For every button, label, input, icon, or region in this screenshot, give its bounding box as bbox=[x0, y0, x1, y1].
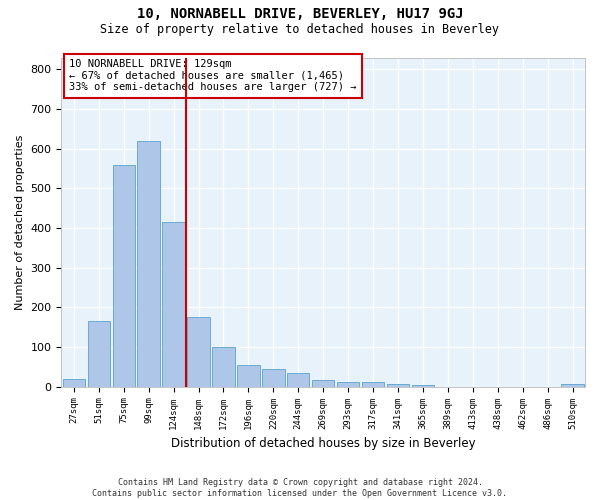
Bar bbox=[237, 365, 260, 386]
Bar bbox=[62, 379, 85, 386]
Bar bbox=[287, 373, 310, 386]
Bar bbox=[88, 322, 110, 386]
Bar bbox=[362, 382, 384, 386]
Bar bbox=[137, 141, 160, 386]
Bar bbox=[163, 222, 185, 386]
X-axis label: Distribution of detached houses by size in Beverley: Distribution of detached houses by size … bbox=[171, 437, 476, 450]
Bar bbox=[337, 382, 359, 386]
Text: 10, NORNABELL DRIVE, BEVERLEY, HU17 9GJ: 10, NORNABELL DRIVE, BEVERLEY, HU17 9GJ bbox=[137, 8, 463, 22]
Bar bbox=[212, 347, 235, 387]
Text: 10 NORNABELL DRIVE: 129sqm
← 67% of detached houses are smaller (1,465)
33% of s: 10 NORNABELL DRIVE: 129sqm ← 67% of deta… bbox=[69, 59, 357, 92]
Bar bbox=[262, 369, 284, 386]
Text: Contains HM Land Registry data © Crown copyright and database right 2024.
Contai: Contains HM Land Registry data © Crown c… bbox=[92, 478, 508, 498]
Text: Size of property relative to detached houses in Beverley: Size of property relative to detached ho… bbox=[101, 22, 499, 36]
Bar bbox=[187, 318, 210, 386]
Y-axis label: Number of detached properties: Number of detached properties bbox=[15, 134, 25, 310]
Bar bbox=[412, 384, 434, 386]
Bar bbox=[312, 380, 334, 386]
Bar bbox=[113, 164, 135, 386]
Bar bbox=[387, 384, 409, 386]
Bar bbox=[562, 384, 584, 386]
